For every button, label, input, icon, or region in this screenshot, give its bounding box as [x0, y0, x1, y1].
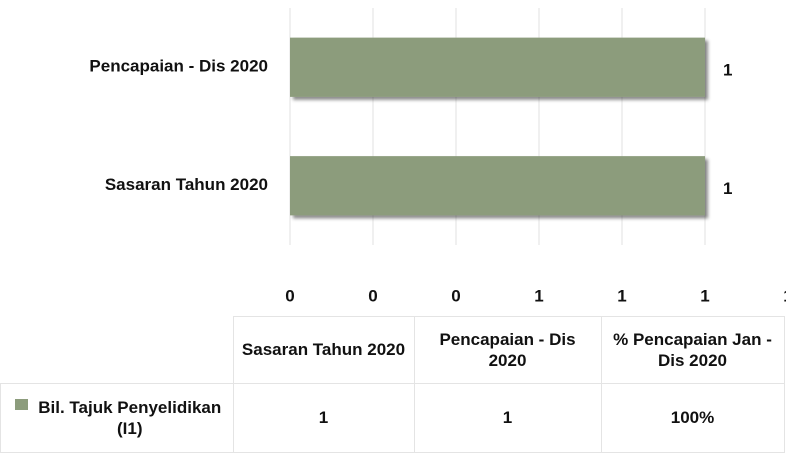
y-tick-label: Pencapaian - Dis 2020 [89, 57, 268, 76]
x-tick-label: 0 [451, 286, 460, 305]
legend-swatch [15, 398, 28, 410]
chart: 0 0 0 1 1 1 1 Sasaran Tahun 2020 1 Pencapaian - D… [89, 8, 786, 305]
legend-label: Bil. Tajuk Penyelidikan (I1) [38, 397, 222, 438]
corner-cell [0, 316, 234, 384]
y-tick-label: Sasaran Tahun 2020 [105, 175, 268, 194]
header-cell: % Pencapaian Jan - Dis 2020 [600, 316, 785, 384]
x-tick-label: 0 [285, 286, 294, 305]
row-label-cell: Bil. Tajuk Penyelidikan (I1) [0, 382, 234, 453]
value-cell: 1 [232, 382, 415, 453]
x-tick-label: 1 [783, 286, 786, 305]
bar [290, 37, 705, 97]
header-cell: Sasaran Tahun 2020 [232, 316, 415, 384]
data-label: 1 [723, 179, 732, 198]
data-label: 1 [723, 61, 732, 80]
x-tick-label: 1 [617, 286, 626, 305]
x-tick-label: 0 [368, 286, 377, 305]
header-row: Sasaran Tahun 2020 Pencapaian - Dis 2020… [0, 316, 785, 384]
value-cell: 100% [600, 382, 785, 453]
data-row: Bil. Tajuk Penyelidikan (I1) 1 1 100% [0, 382, 785, 453]
x-tick-label: 1 [534, 286, 543, 305]
value-cell: 1 [413, 382, 602, 453]
header-cell: Pencapaian - Dis 2020 [413, 316, 602, 384]
bar [290, 156, 705, 216]
data-table: Sasaran Tahun 2020 Pencapaian - Dis 2020… [0, 316, 785, 453]
x-tick-label: 1 [700, 286, 709, 305]
